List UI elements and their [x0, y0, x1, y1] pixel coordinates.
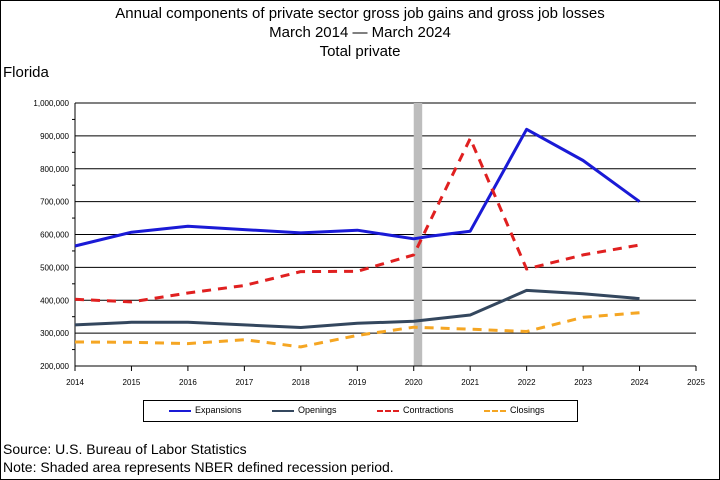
series-line-contractions [74, 137, 640, 304]
y-tick-label: 900,000 [40, 132, 69, 141]
chart-subtitle-sector: Total private [319, 43, 401, 60]
recession-note: Note: Shaded area represents NBER define… [3, 459, 394, 475]
y-tick-label: 700,000 [40, 198, 69, 207]
legend-swatch-expansions [169, 410, 191, 412]
chart-subtitle-period: March 2014 — March 2024 [269, 24, 451, 41]
legend-label-closings: Closings [510, 405, 545, 415]
x-tick-label: 2023 [574, 378, 592, 387]
x-tick-label: 2020 [405, 378, 423, 387]
y-tick-label: 300,000 [40, 329, 69, 338]
x-tick-label: 2021 [461, 378, 479, 387]
legend-swatch-closings [484, 410, 506, 412]
x-tick-label: 2016 [179, 378, 197, 387]
series-line-closings [74, 311, 640, 349]
x-tick-label: 2017 [235, 378, 253, 387]
legend-label-contractions: Contractions [403, 405, 454, 415]
x-tick-label: 2018 [292, 378, 310, 387]
x-tick-label: 2015 [123, 378, 141, 387]
line-chart: 200,000 300,000 400,000 500,000 600,000 700,0… [33, 99, 705, 387]
legend: Expansions Openings Contractions Closing… [143, 400, 578, 422]
series-line-expansions [74, 127, 641, 248]
x-tick-label: 2024 [631, 378, 649, 387]
x-tick-label: 2025 [687, 378, 705, 387]
y-tick-label: 400,000 [40, 296, 69, 305]
y-tick-label: 200,000 [40, 362, 69, 371]
y-tick-label: 800,000 [40, 165, 69, 174]
y-tick-label: 600,000 [40, 231, 69, 240]
source-note: Source: U.S. Bureau of Labor Statistics [3, 441, 247, 457]
recession-band [413, 103, 423, 366]
series-line-openings [74, 288, 640, 329]
legend-swatch-contractions [377, 410, 399, 412]
x-tick-label: 2022 [518, 378, 536, 387]
x-tick-label: 2014 [66, 378, 84, 387]
chart-title: Annual components of private sector gros… [115, 5, 605, 22]
y-tick-label: 500,000 [40, 263, 69, 272]
legend-label-expansions: Expansions [195, 405, 242, 415]
chart-titles: Annual components of private sector gros… [0, 4, 720, 61]
legend-swatch-openings [272, 410, 294, 412]
x-tick-label: 2019 [348, 378, 366, 387]
region-label: Florida [3, 64, 49, 81]
y-tick-label: 1,000,000 [33, 99, 69, 108]
legend-label-openings: Openings [298, 405, 337, 415]
